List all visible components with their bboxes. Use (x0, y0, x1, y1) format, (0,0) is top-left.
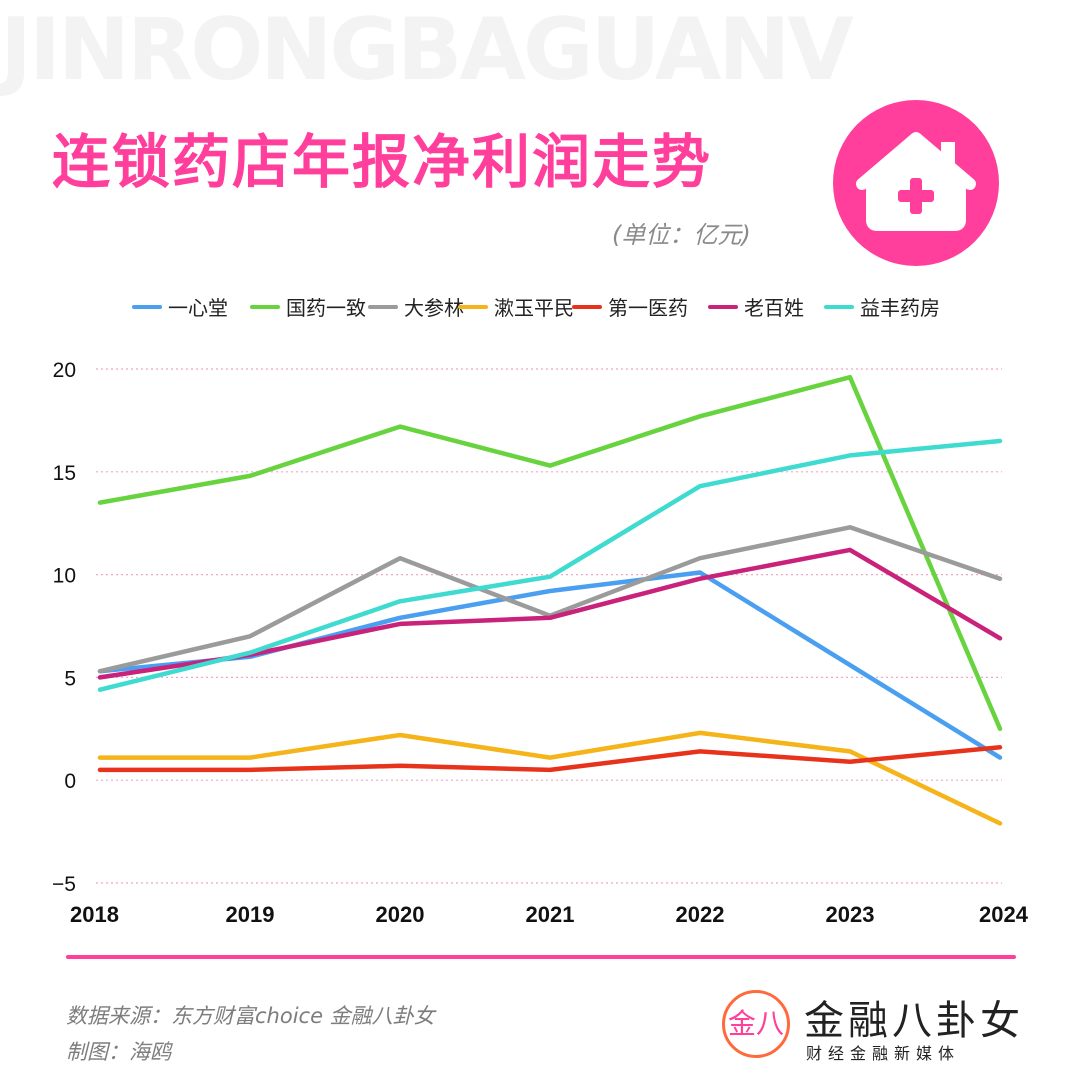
brand-logo: 金八 金融八卦女 财经金融新媒体 (722, 988, 1022, 1068)
x-tick-label: 2018 (70, 902, 119, 927)
x-tick-label: 2021 (526, 902, 575, 927)
series-line-漱玉平民 (97, 730, 1003, 826)
x-tick-label: 2022 (676, 902, 725, 927)
x-tick-label: 2024 (979, 902, 1029, 927)
y-tick-label: 0 (64, 770, 76, 793)
chart-title: 连锁药店年报净利润走势 (52, 128, 713, 196)
y-tick-label: −5 (52, 873, 76, 896)
series-line-国药一致 (97, 374, 1003, 732)
logo-subtitle: 财经金融新媒体 (806, 1044, 961, 1063)
line-chart: 20 15 10 5 0 −5 2018 2019 2020 2021 2022 2023 2024 一… (52, 296, 1029, 927)
unit-label: (单位：亿元) (612, 221, 751, 249)
logo-mark: 金八 (722, 990, 790, 1058)
legend-label: 益丰药房 (860, 296, 940, 320)
series-line-第一医药 (97, 745, 1003, 773)
source-note: 数据来源：东方财富choice 金融八卦女 制图：海鸥 (66, 998, 435, 1070)
y-tick-label: 5 (64, 667, 76, 690)
legend-label: 漱玉平民 (494, 296, 574, 320)
logo-name: 金融八卦女 (804, 998, 1024, 1044)
footer-divider (66, 955, 1016, 959)
legend-label: 第一医药 (608, 296, 688, 320)
series-line-大参林 (97, 525, 1003, 674)
x-tick-label: 2023 (826, 902, 875, 927)
y-tick-label: 20 (53, 359, 76, 382)
author-text: 制图：海鸥 (66, 1040, 171, 1064)
y-tick-label: 15 (53, 462, 76, 485)
legend-label: 大参林 (404, 296, 464, 320)
legend-label: 一心堂 (168, 296, 228, 320)
series-line-益丰药房 (97, 438, 1003, 692)
source-text: 数据来源：东方财富choice 金融八卦女 (66, 1004, 435, 1028)
background-watermark: JINRONGBAGUANV (0, 0, 854, 100)
x-tick-label: 2020 (376, 902, 425, 927)
house-plus-icon (833, 100, 999, 266)
legend-label: 国药一致 (286, 296, 366, 320)
series-line-一心堂 (97, 570, 1003, 760)
y-tick-label: 10 (53, 565, 76, 588)
x-tick-label: 2019 (226, 902, 275, 927)
legend-label: 老百姓 (744, 296, 804, 320)
